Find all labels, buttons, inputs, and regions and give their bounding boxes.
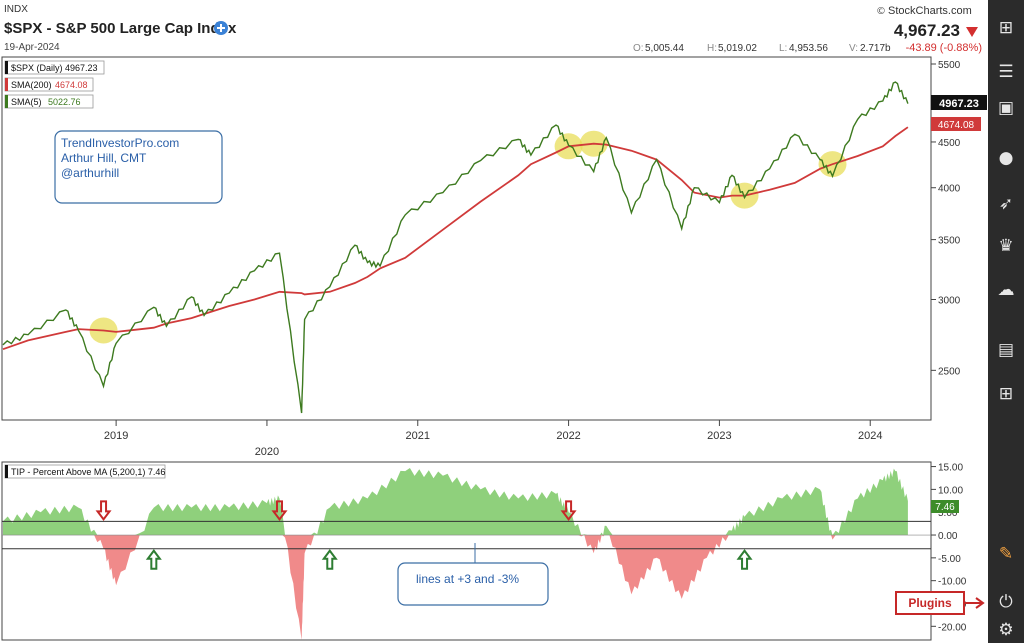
sma200-line xyxy=(2,126,909,351)
signal-arrows xyxy=(95,500,753,570)
high-value: 5,019.02 xyxy=(718,43,757,54)
sell-arrow-icon xyxy=(95,500,112,521)
svg-text:SMA(5): SMA(5) xyxy=(11,97,42,107)
buy-arrow-icon xyxy=(145,549,162,570)
svg-text:4967.23: 4967.23 xyxy=(939,98,979,110)
year-label: 2019 xyxy=(104,430,128,442)
svg-text:4674.08: 4674.08 xyxy=(938,120,975,131)
price-change: -43.89 (-0.88%) xyxy=(906,42,982,54)
price-tick-label: 2500 xyxy=(938,366,961,377)
add-symbol-icon[interactable] xyxy=(214,21,228,35)
chart-add-icon[interactable]: ⊞ xyxy=(998,17,1014,38)
year-label: 2024 xyxy=(858,430,882,442)
chart: INDX $SPX - S&P 500 Large Cap Index 19-A… xyxy=(1,4,987,641)
chart-date: 19-Apr-2024 xyxy=(4,42,60,53)
year-label: 2022 xyxy=(556,430,580,442)
chart-title: $SPX - S&P 500 Large Cap Index xyxy=(4,20,237,37)
vol-value: 2.717b xyxy=(860,43,891,54)
svg-text:SMA(200): SMA(200) xyxy=(11,80,52,90)
price-tick-label: 5500 xyxy=(938,60,961,71)
time-axis: 2019 2020 2021 2022 2023 2024 xyxy=(104,420,882,458)
indicator-value-tag: 7.46 xyxy=(931,500,959,513)
document-icon[interactable]: ▤ xyxy=(997,339,1015,360)
year-label: 2021 xyxy=(406,430,430,442)
down-triangle-icon xyxy=(966,27,978,37)
legend-sma200: SMA(200) 4674.08 xyxy=(4,77,94,92)
sma200-price-tag: 4674.08 xyxy=(931,117,981,131)
year-label: 2020 xyxy=(255,446,279,458)
sell-arrow-icon xyxy=(271,500,288,521)
last-price-tag: 4967.23 xyxy=(931,95,987,110)
grid-icon[interactable]: ⊞ xyxy=(998,383,1014,404)
svg-text:TrendInvestorPro.com: TrendInvestorPro.com xyxy=(61,136,179,150)
cloud-icon[interactable]: ☁ xyxy=(997,279,1015,300)
indicator-legend: TIP - Percent Above MA (5,200,1) 7.46 xyxy=(4,464,165,479)
svg-text:©: © xyxy=(876,6,886,17)
svg-text:TIP - Percent Above MA (5,200,: TIP - Percent Above MA (5,200,1) 7.46 xyxy=(11,467,165,477)
legend-sma5: SMA(5) 5022.76 xyxy=(4,94,94,109)
indicator-tick-label: -10.00 xyxy=(938,577,967,588)
trophy-icon[interactable]: ♛ xyxy=(998,235,1014,256)
negative-area xyxy=(3,535,908,640)
price-tick-label: 4000 xyxy=(938,184,961,195)
globe-icon[interactable]: ● xyxy=(998,147,1014,168)
vol-label: V: xyxy=(849,43,858,54)
indicator-tick-label: 10.00 xyxy=(938,485,963,496)
last-price: 4,967.23 xyxy=(894,21,960,40)
legend-spx: $SPX (Daily) 4967.23 xyxy=(4,60,105,75)
svg-text:7.46: 7.46 xyxy=(935,502,955,513)
arrow-right-icon xyxy=(964,597,985,609)
price-tick-label: 4500 xyxy=(938,138,961,149)
svg-text:lines at +3 and -3%: lines at +3 and -3% xyxy=(416,572,519,586)
price-tick-label: 3500 xyxy=(938,236,961,247)
svg-text:Plugins: Plugins xyxy=(908,596,952,610)
exchange-label: INDX xyxy=(4,4,28,15)
svg-text:5022.76: 5022.76 xyxy=(48,97,81,107)
open-label: O: xyxy=(633,43,644,54)
brand-name: StockCharts.com xyxy=(888,5,972,17)
indicator-tick-label: -5.00 xyxy=(938,554,961,565)
svg-text:Arthur Hill, CMT: Arthur Hill, CMT xyxy=(61,151,147,165)
positive-area xyxy=(3,468,908,535)
price-panel xyxy=(1,56,932,421)
year-label: 2023 xyxy=(707,430,731,442)
open-value: 5,005.44 xyxy=(645,43,684,54)
svg-text:4674.08: 4674.08 xyxy=(55,80,88,90)
indicator-tick-label: 5.00 xyxy=(938,508,958,519)
right-toolbar: ⊞ ☰ ▣ ● ➶ ♛ ☁ ▤ ⊞ ✎ ⏻ ⚙ xyxy=(988,0,1024,643)
svg-text:$SPX (Daily) 4967.23: $SPX (Daily) 4967.23 xyxy=(11,63,98,73)
svg-text:@arthurhill: @arthurhill xyxy=(61,166,119,180)
plug-icon[interactable]: ⏻ xyxy=(999,591,1013,612)
author-annotation: TrendInvestorPro.com Arthur Hill, CMT @a… xyxy=(54,130,223,204)
brand-logo: © StockCharts.com xyxy=(876,5,972,17)
price-line xyxy=(2,81,909,414)
callout-box: lines at +3 and -3% xyxy=(397,543,549,606)
brush-icon[interactable]: ✎ xyxy=(998,543,1014,564)
indicator-tick-label: -20.00 xyxy=(938,622,967,633)
price-tick-label: 3000 xyxy=(938,295,961,306)
rocket-icon[interactable]: ➶ xyxy=(998,193,1014,214)
plugins-callout[interactable]: Plugins xyxy=(895,591,985,615)
settings-icon[interactable]: ⚙ xyxy=(998,619,1014,640)
buy-arrow-icon xyxy=(321,549,338,570)
bell-icon[interactable]: ▣ xyxy=(997,97,1015,118)
buy-arrow-icon xyxy=(736,549,753,570)
low-label: L: xyxy=(779,43,787,54)
sliders-icon[interactable]: ☰ xyxy=(998,61,1014,82)
high-label: H: xyxy=(707,43,717,54)
indicator-tick-label: 0.00 xyxy=(938,531,958,542)
low-value: 4,953.56 xyxy=(789,43,828,54)
sell-arrow-icon xyxy=(560,500,577,521)
indicator-tick-label: 15.00 xyxy=(938,463,963,474)
